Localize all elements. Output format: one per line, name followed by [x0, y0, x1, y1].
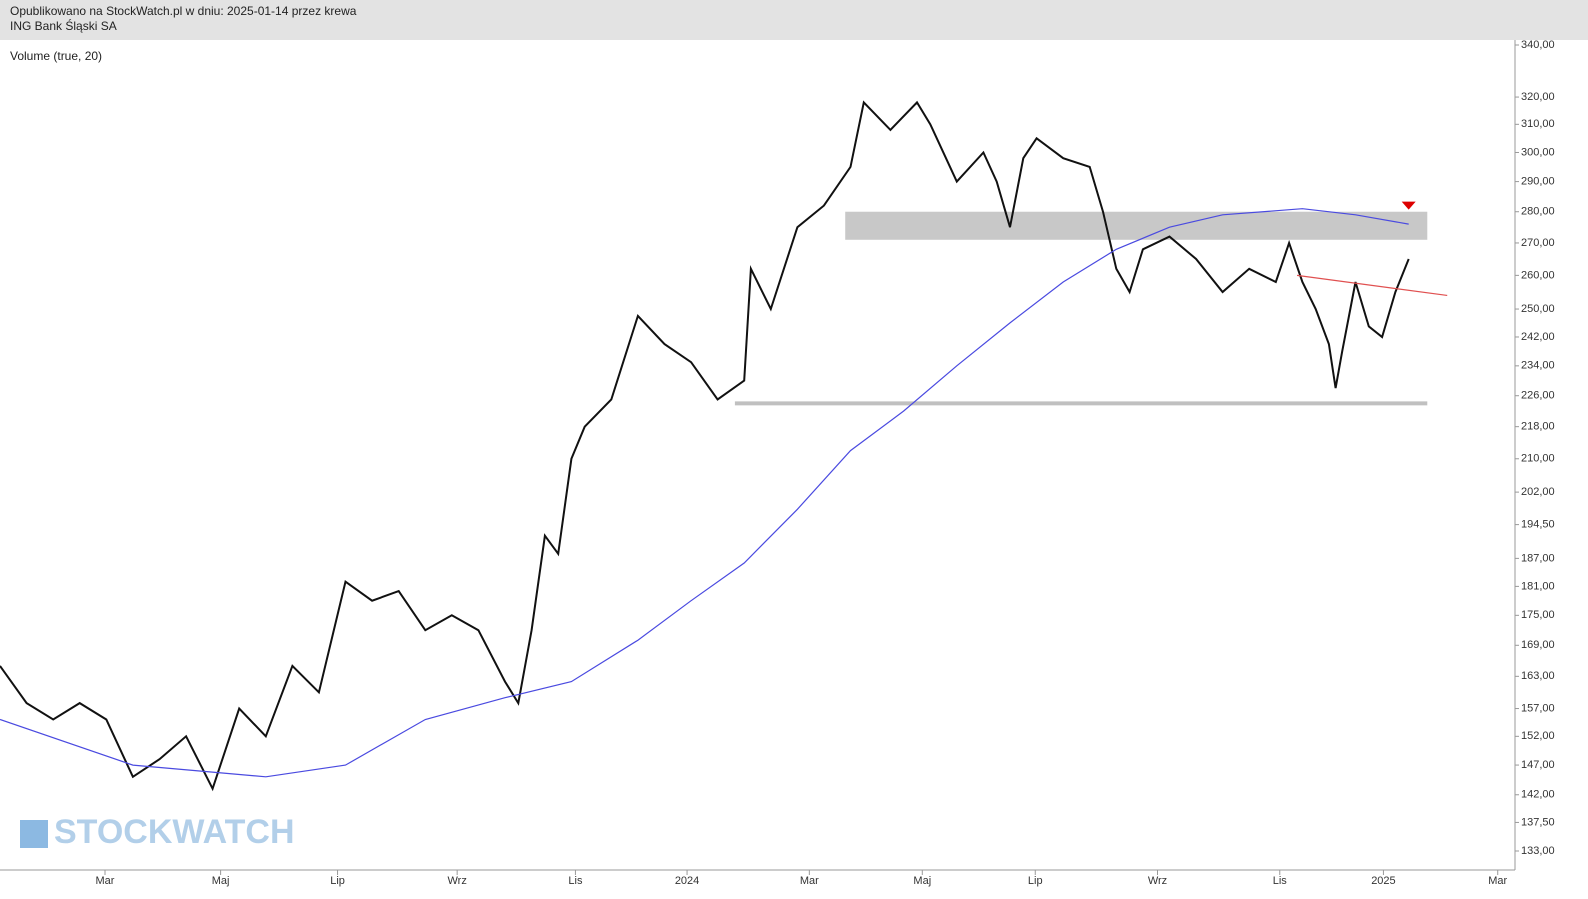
x-tick-label: Lis — [568, 875, 583, 887]
x-tick-label: 2024 — [675, 875, 699, 887]
x-tick-label: Mar — [800, 875, 819, 887]
x-tick-label: Lis — [1273, 875, 1288, 887]
header-bar — [0, 0, 1588, 40]
y-tick-label: 270,00 — [1521, 237, 1555, 249]
y-tick-label: 290,00 — [1521, 175, 1555, 187]
signal-marker — [1401, 201, 1416, 210]
price-zone — [845, 211, 1428, 240]
price-line — [0, 208, 1409, 778]
x-tick-label: Lip — [1028, 875, 1043, 887]
chart-title: Opublikowano na StockWatch.pl w dniu: 20… — [10, 4, 357, 18]
y-tick-label: 142,00 — [1521, 789, 1555, 801]
y-tick-label: 226,00 — [1521, 390, 1555, 402]
x-tick-label: Maj — [913, 875, 931, 887]
y-tick-label: 175,00 — [1521, 609, 1555, 621]
x-tick-label: 2025 — [1371, 875, 1395, 887]
x-tick-label: Wrz — [447, 875, 466, 887]
x-tick-label: Mar — [1488, 875, 1507, 887]
y-tick-label: 152,00 — [1521, 730, 1555, 742]
x-tick-label: Wrz — [1148, 875, 1167, 887]
y-tick-label: 202,00 — [1521, 486, 1555, 498]
y-tick-label: 300,00 — [1521, 146, 1555, 158]
x-tick-label: Lip — [330, 875, 345, 887]
y-tick-label: 147,00 — [1521, 759, 1555, 771]
indicator-label: Volume (true, 20) — [10, 49, 102, 63]
y-tick-label: 169,00 — [1521, 639, 1555, 651]
y-tick-label: 320,00 — [1521, 91, 1555, 103]
y-tick-label: 210,00 — [1521, 453, 1555, 465]
chart-subtitle: ING Bank Śląski SA — [10, 18, 117, 33]
y-tick-label: 157,00 — [1521, 702, 1555, 714]
y-tick-label: 133,00 — [1521, 845, 1555, 857]
y-tick-label: 163,00 — [1521, 670, 1555, 682]
x-tick-label: Maj — [212, 875, 230, 887]
logo-icon — [20, 820, 48, 848]
y-tick-label: 234,00 — [1521, 360, 1555, 372]
y-tick-label: 260,00 — [1521, 269, 1555, 281]
trend-line — [1296, 274, 1448, 297]
y-tick-label: 242,00 — [1521, 331, 1555, 343]
y-tick-label: 250,00 — [1521, 303, 1555, 315]
price-line — [0, 100, 1410, 792]
y-tick-label: 340,00 — [1521, 39, 1555, 51]
x-tick-label: Mar — [96, 875, 115, 887]
watermark: STOCKWATCH — [54, 813, 295, 851]
y-tick-label: 181,00 — [1521, 580, 1555, 592]
y-tick-label: 187,00 — [1521, 552, 1555, 564]
y-tick-label: 218,00 — [1521, 421, 1555, 433]
y-tick-label: 280,00 — [1521, 206, 1555, 218]
y-tick-label: 137,50 — [1521, 816, 1555, 828]
y-tick-label: 194,50 — [1521, 519, 1555, 531]
y-tick-label: 310,00 — [1521, 118, 1555, 130]
